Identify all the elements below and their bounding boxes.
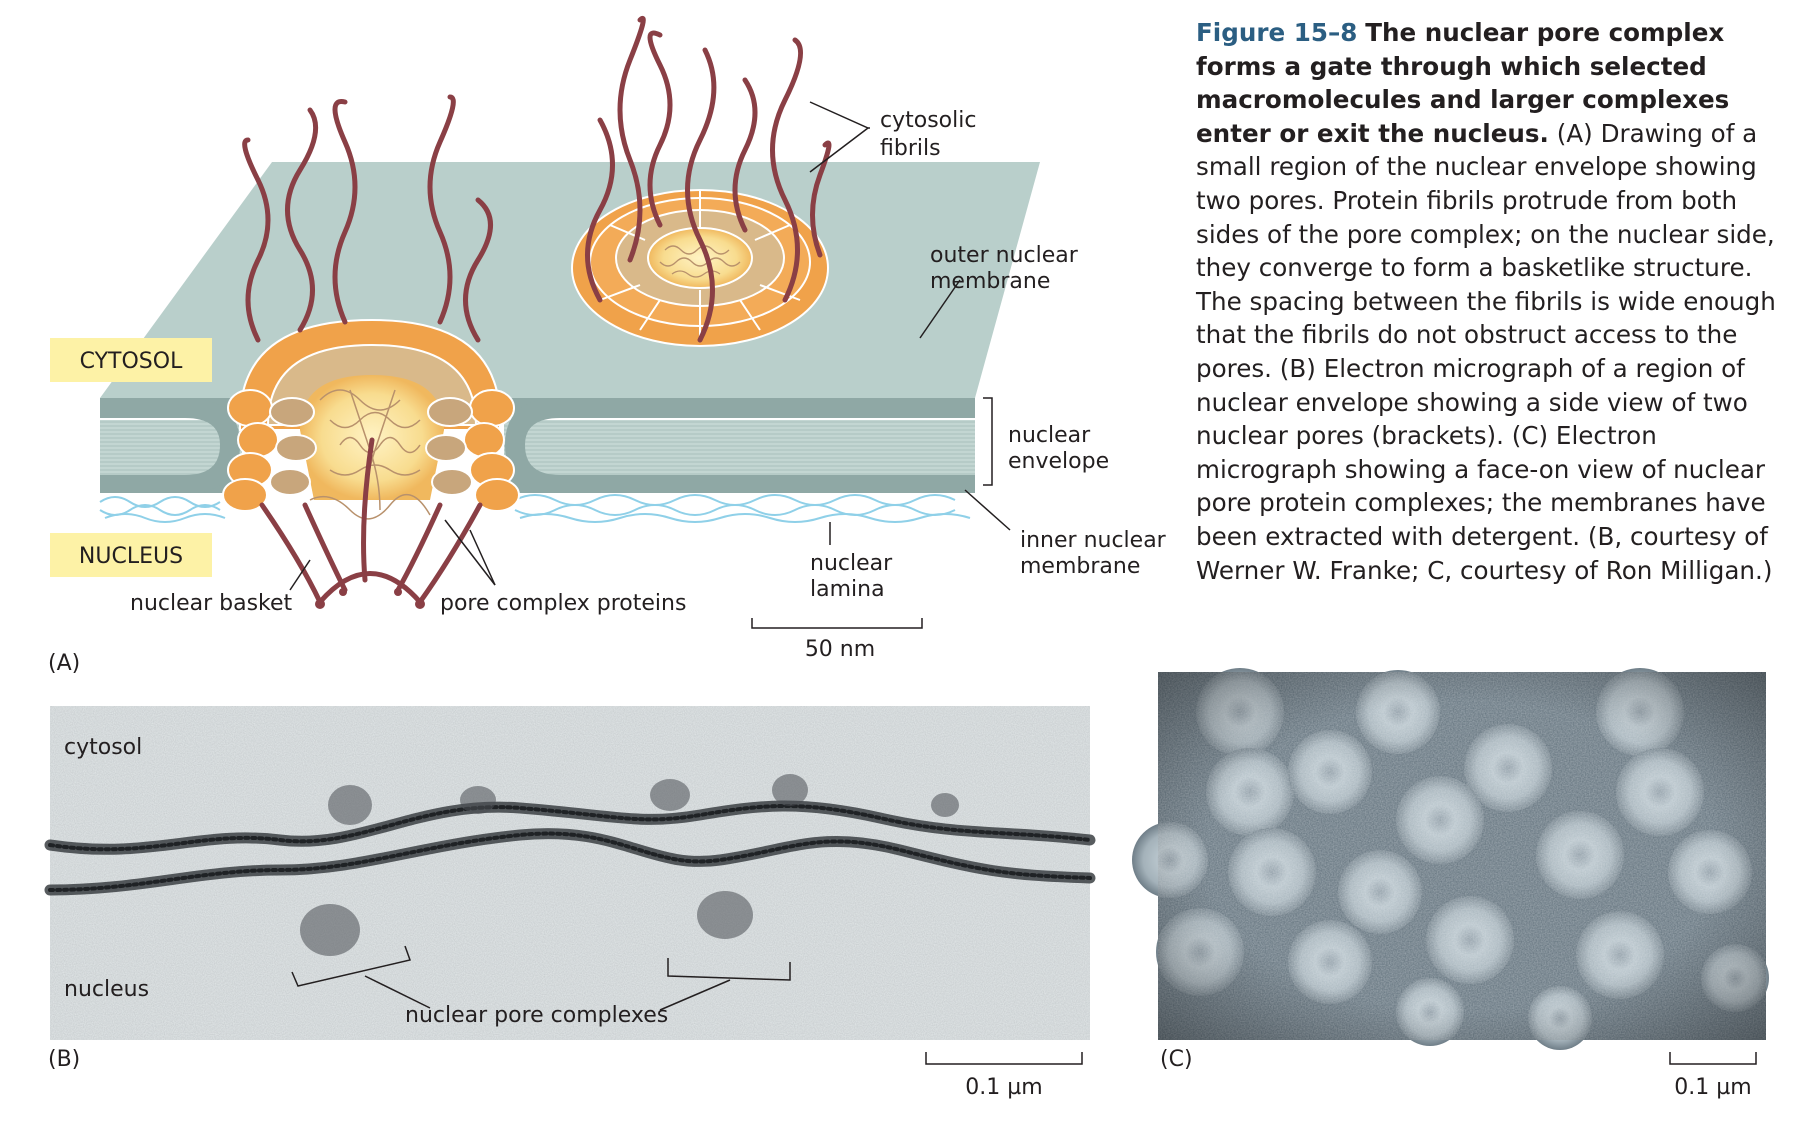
label-cytosolic-fibrils-1: cytosolic [880,108,976,133]
figure-number: Figure 15–8 [1196,18,1358,47]
label-cytosolic-fibrils-2: fibrils [880,136,941,161]
membrane-fold-right [505,398,975,493]
membrane-fold-left [100,398,240,493]
label-nuclear-envelope-1: nuclear [1008,423,1091,448]
label-pore-complex-proteins: pore complex proteins [440,591,686,616]
panel-b-micrograph: cytosol nucleus nuclear pore complexes [44,706,1096,1040]
panel-b-npc-label: nuclear pore complexes [405,1003,668,1028]
scale-bar-b: 0.1 µm [925,1052,1083,1100]
figure-caption-body: (A) Drawing of a small region of the nuc… [1196,118,1776,585]
label-outer-nuclear-membrane-2: membrane [930,269,1050,294]
scale-bar-b-text: 0.1 µm [965,1075,1042,1100]
panel-b-nucleus-label: nucleus [64,977,149,1002]
nuclear-lamina [99,494,971,523]
label-inner-nuclear-membrane-2: membrane [1020,554,1140,579]
scale-bar-c: 0.1 µm [1669,1052,1757,1100]
panel-a-leader-lines [289,101,1011,591]
panel-a-label: (A) [48,651,80,676]
label-nuclear-lamina-1: nuclear [810,551,893,576]
scale-bar-c-text: 0.1 µm [1674,1075,1751,1100]
panel-c-micrograph [1132,668,1769,1050]
cytosolic-fibrils [242,15,832,343]
nucleus-tag-text: NUCLEUS [79,544,183,569]
panel-b-cytosol-label: cytosol [64,735,142,760]
scale-bar-a-text: 50 nm [805,637,875,662]
cytosol-tag: CYTOSOL [50,338,212,382]
figure-caption: Figure 15–8 The nuclear pore complex for… [1196,16,1786,587]
label-nuclear-envelope-2: envelope [1008,449,1109,474]
label-outer-nuclear-membrane-1: outer nuclear [930,243,1079,268]
scale-bar-a: 50 nm [751,618,923,662]
label-inner-nuclear-membrane-1: inner nuclear [1020,528,1167,553]
right-pore-complex [571,189,829,347]
pore-complex-brackets [291,945,791,1011]
nuclear-basket [259,437,483,605]
label-nuclear-lamina-2: lamina [810,577,885,602]
label-nuclear-basket: nuclear basket [130,591,293,616]
nucleus-tag: NUCLEUS [50,533,212,577]
panel-a-drawing: CYTOSOL NUCLEUS cytosolic fibrils outer … [48,15,1167,676]
cytosol-tag-text: CYTOSOL [80,349,183,374]
figure-title: The nuclear pore complex forms a gate th… [1196,18,1730,148]
panel-b-label: (B) [48,1047,80,1072]
outer-membrane-surface [100,162,1040,398]
panel-c-label: (C) [1160,1047,1193,1072]
